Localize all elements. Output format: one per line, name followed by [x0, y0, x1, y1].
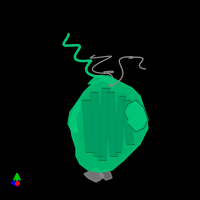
Polygon shape	[84, 168, 104, 182]
Polygon shape	[88, 93, 126, 100]
Polygon shape	[114, 96, 126, 152]
Polygon shape	[98, 88, 110, 160]
Polygon shape	[70, 76, 148, 172]
Polygon shape	[84, 113, 128, 120]
Polygon shape	[80, 133, 130, 140]
Polygon shape	[106, 92, 118, 156]
Polygon shape	[124, 100, 148, 132]
Polygon shape	[82, 100, 94, 152]
Polygon shape	[100, 170, 112, 180]
Polygon shape	[68, 100, 80, 132]
Polygon shape	[122, 100, 134, 144]
Polygon shape	[90, 92, 102, 156]
Polygon shape	[86, 103, 127, 110]
Polygon shape	[88, 76, 116, 84]
Polygon shape	[82, 123, 129, 130]
